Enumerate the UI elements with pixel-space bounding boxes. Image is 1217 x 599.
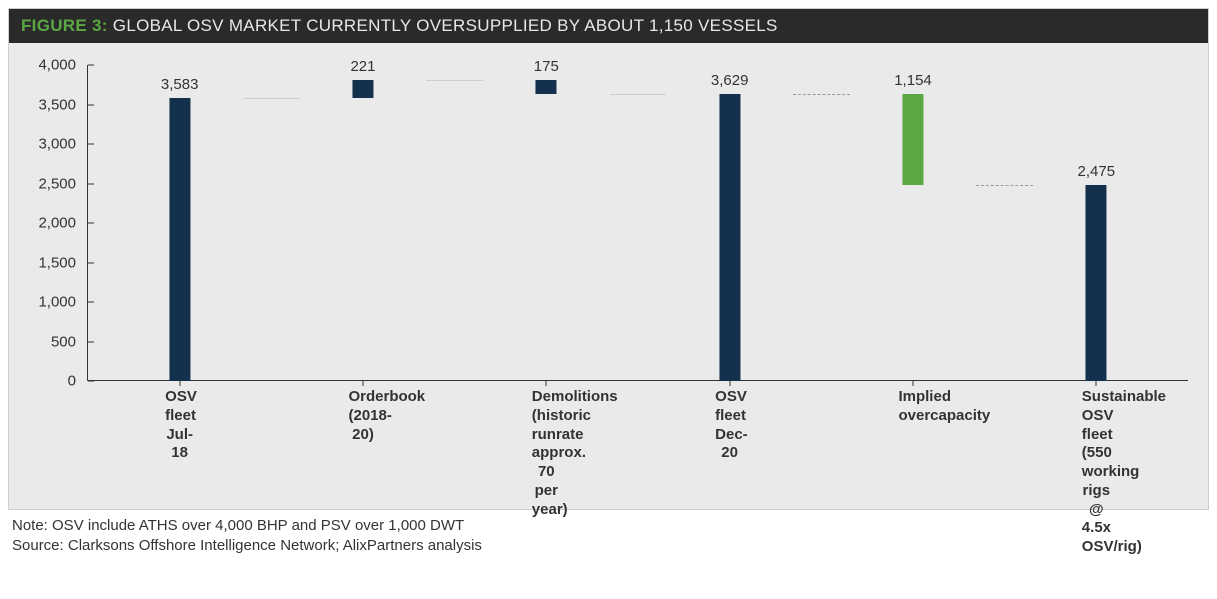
- x-label-demolitions: Demolitions(historicrunrateapprox.70 per…: [532, 380, 561, 519]
- bar-demolitions: [536, 80, 557, 94]
- bar-slot-osv_jul18: 3,583OSV fleetJul-18: [88, 65, 271, 380]
- figure-title: GLOBAL OSV MARKET CURRENTLY OVERSUPPLIED…: [113, 16, 778, 35]
- bar-osv_dec20: [719, 94, 740, 381]
- x-tick-mark: [546, 380, 547, 386]
- y-tick-label: 1,000: [21, 294, 76, 311]
- bar-overcap: [902, 94, 923, 185]
- x-label-orderbook: Orderbook(2018-20): [348, 380, 377, 444]
- connector: [976, 185, 1033, 186]
- x-tick-mark: [179, 380, 180, 386]
- bar-value-label-sustain: 2,475: [1078, 163, 1116, 180]
- footnote-note: Note: OSV include ATHS over 4,000 BHP an…: [12, 516, 1205, 536]
- x-tick-mark: [912, 380, 913, 386]
- plot-inner: 3,583OSV fleetJul-18221Orderbook(2018-20…: [87, 65, 1188, 381]
- x-tick-mark: [729, 380, 730, 386]
- bar-value-label-osv_dec20: 3,629: [711, 72, 749, 89]
- bar-value-label-demolitions: 175: [534, 58, 559, 75]
- y-axis: 05001,0001,5002,0002,5003,0003,5004,000: [21, 65, 76, 381]
- x-label-overcap: Impliedovercapacity: [898, 380, 927, 426]
- x-tick-mark: [362, 380, 363, 386]
- figure-footnotes: Note: OSV include ATHS over 4,000 BHP an…: [8, 510, 1209, 557]
- connector: [610, 94, 667, 95]
- figure-title-bar: FIGURE 3: GLOBAL OSV MARKET CURRENTLY OV…: [9, 9, 1208, 43]
- y-tick-label: 2,500: [21, 175, 76, 192]
- bar-slot-demolitions: 175Demolitions(historicrunrateapprox.70 …: [455, 65, 638, 380]
- x-label-osv_jul18: OSV fleetJul-18: [165, 380, 194, 463]
- bar-value-label-overcap: 1,154: [894, 72, 932, 89]
- bar-slot-sustain: 2,475SustainableOSV fleet(550 workingrig…: [1005, 65, 1188, 380]
- y-tick-label: 2,000: [21, 215, 76, 232]
- connector: [793, 94, 850, 95]
- y-tick-label: 4,000: [21, 57, 76, 74]
- connector: [243, 98, 300, 99]
- chart-plot: 05001,0001,5002,0002,5003,0003,5004,000 …: [81, 65, 1188, 501]
- bar-value-label-orderbook: 221: [350, 58, 375, 75]
- bar-orderbook: [352, 80, 373, 97]
- bar-slot-overcap: 1,154Impliedovercapacity: [821, 65, 1004, 380]
- figure-label: FIGURE 3:: [21, 16, 108, 35]
- y-tick-label: 500: [21, 333, 76, 350]
- y-tick-label: 0: [21, 373, 76, 390]
- bar-osv_jul18: [169, 98, 190, 381]
- y-tick-label: 3,500: [21, 96, 76, 113]
- bar-slot-orderbook: 221Orderbook(2018-20): [271, 65, 454, 380]
- x-label-sustain: SustainableOSV fleet(550 workingrigs @ 4…: [1082, 380, 1111, 557]
- bar-sustain: [1086, 185, 1107, 381]
- chart-area: 05001,0001,5002,0002,5003,0003,5004,000 …: [9, 43, 1208, 509]
- bar-slot-osv_dec20: 3,629OSV fleetDec-20: [638, 65, 821, 380]
- y-tick-mark: [88, 381, 94, 382]
- connector: [426, 80, 483, 81]
- x-tick-mark: [1096, 380, 1097, 386]
- bar-value-label-osv_jul18: 3,583: [161, 76, 199, 93]
- x-label-osv_dec20: OSV fleetDec-20: [715, 380, 744, 463]
- footnote-source: Source: Clarksons Offshore Intelligence …: [12, 536, 1205, 556]
- y-tick-label: 3,000: [21, 136, 76, 153]
- y-tick-label: 1,500: [21, 254, 76, 271]
- figure-frame: FIGURE 3: GLOBAL OSV MARKET CURRENTLY OV…: [8, 8, 1209, 510]
